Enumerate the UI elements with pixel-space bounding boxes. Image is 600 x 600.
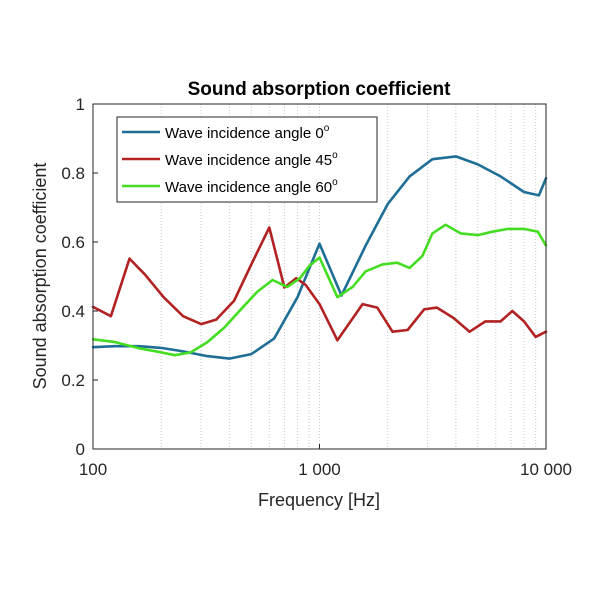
series-line-2 [91,223,548,357]
y-tick-label: 0.4 [61,302,85,321]
legend-box [116,116,378,203]
chart-title: Sound absorption coefficient [188,79,452,100]
x-tick-label: 100 [79,460,107,479]
legend-label: Wave incidence angle 45o [165,150,338,169]
series-line-1 [91,226,548,342]
axes: 0 0.2 0.4 0.6 0.8 1 100 1 000 10 000 [61,95,572,479]
legend-label-sup: o [324,123,330,134]
legend-label-sup: o [332,150,338,161]
y-tick-label: 1 [76,95,85,114]
x-tick-label: 1 000 [298,460,341,479]
y-tick-label: 0 [76,440,85,459]
legend-label: Wave incidence angle 0o [165,123,330,142]
x-axis-label: Frequency [Hz] [258,490,380,510]
x-tick-label: 10 000 [520,460,572,479]
series-line-0 [91,155,548,360]
legend-label-main: Wave incidence angle 0 [165,125,324,142]
series-layer [91,155,548,360]
legend-label: Wave incidence angle 60o [165,177,338,196]
legend-label-main: Wave incidence angle 45 [165,152,332,169]
y-axis-label: Sound absorption coefficient [30,163,50,390]
y-tick-label: 0.6 [61,233,85,252]
y-tick-label: 0.8 [61,164,85,183]
legend-label-main: Wave incidence angle 60 [165,179,332,196]
legend-label-sup: o [332,177,338,188]
y-tick-label: 0.2 [61,371,85,390]
